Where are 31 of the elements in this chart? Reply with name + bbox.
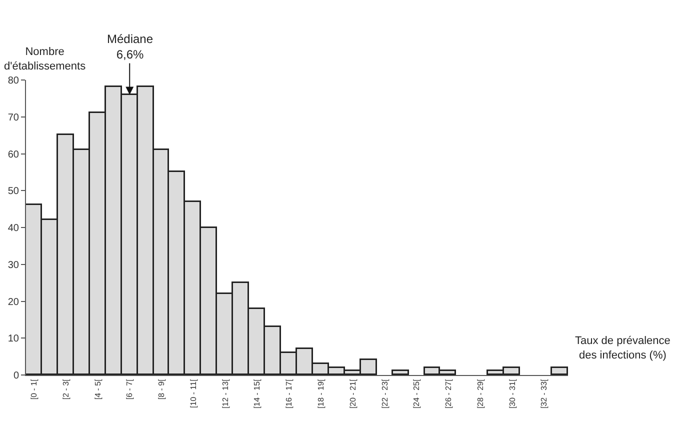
- y-tick-label: 30: [8, 260, 20, 271]
- x-tick-label: [0 - 1[: [30, 378, 39, 400]
- x-axis-title: Taux de prévalence des infections (%): [575, 335, 670, 362]
- x-tick-label: [22 - 23[: [380, 378, 390, 409]
- y-tick-label: 20: [8, 296, 20, 308]
- y-tick-label: 70: [8, 112, 20, 124]
- x-tick-label: [26 - 27[: [444, 378, 454, 409]
- x-tick-label: [16 - 17[: [284, 378, 294, 409]
- x-tick-label: [28 - 29[: [476, 378, 485, 409]
- y-tick-label: 0: [13, 370, 20, 382]
- y-tick-label: 40: [8, 223, 20, 234]
- y-tick-label: 50: [8, 186, 20, 198]
- x-tick-label: [32 - 33[: [540, 378, 549, 409]
- x-tick-label: [20 - 21[: [348, 378, 358, 409]
- x-tick-label: [6 - 7[: [125, 378, 134, 400]
- x-tick-label: [30 - 31[: [508, 378, 517, 409]
- x-tick-label: [14 - 15[: [252, 378, 262, 409]
- y-axis-title: Nombre d'établissements: [4, 46, 86, 72]
- annotation: Médiane 6,6%: [107, 32, 154, 62]
- y-tick-label: 60: [8, 149, 20, 160]
- bar: [392, 370, 409, 375]
- x-tick-label: [4 - 5[: [93, 378, 102, 400]
- x-tick-label: [8 - 9[: [157, 378, 166, 400]
- bar: [550, 366, 568, 375]
- x-tick-label: [12 - 13[: [220, 378, 230, 409]
- x-tick-label: [10 - 11[: [188, 378, 198, 408]
- x-tick-label: [18 - 19[: [316, 378, 326, 409]
- x-tick-label: [24 - 25[: [412, 378, 422, 409]
- x-tick-label: [2 - 3[: [61, 378, 70, 400]
- y-tick-label: 10: [8, 334, 20, 345]
- y-tick-label: 80: [8, 76, 20, 86]
